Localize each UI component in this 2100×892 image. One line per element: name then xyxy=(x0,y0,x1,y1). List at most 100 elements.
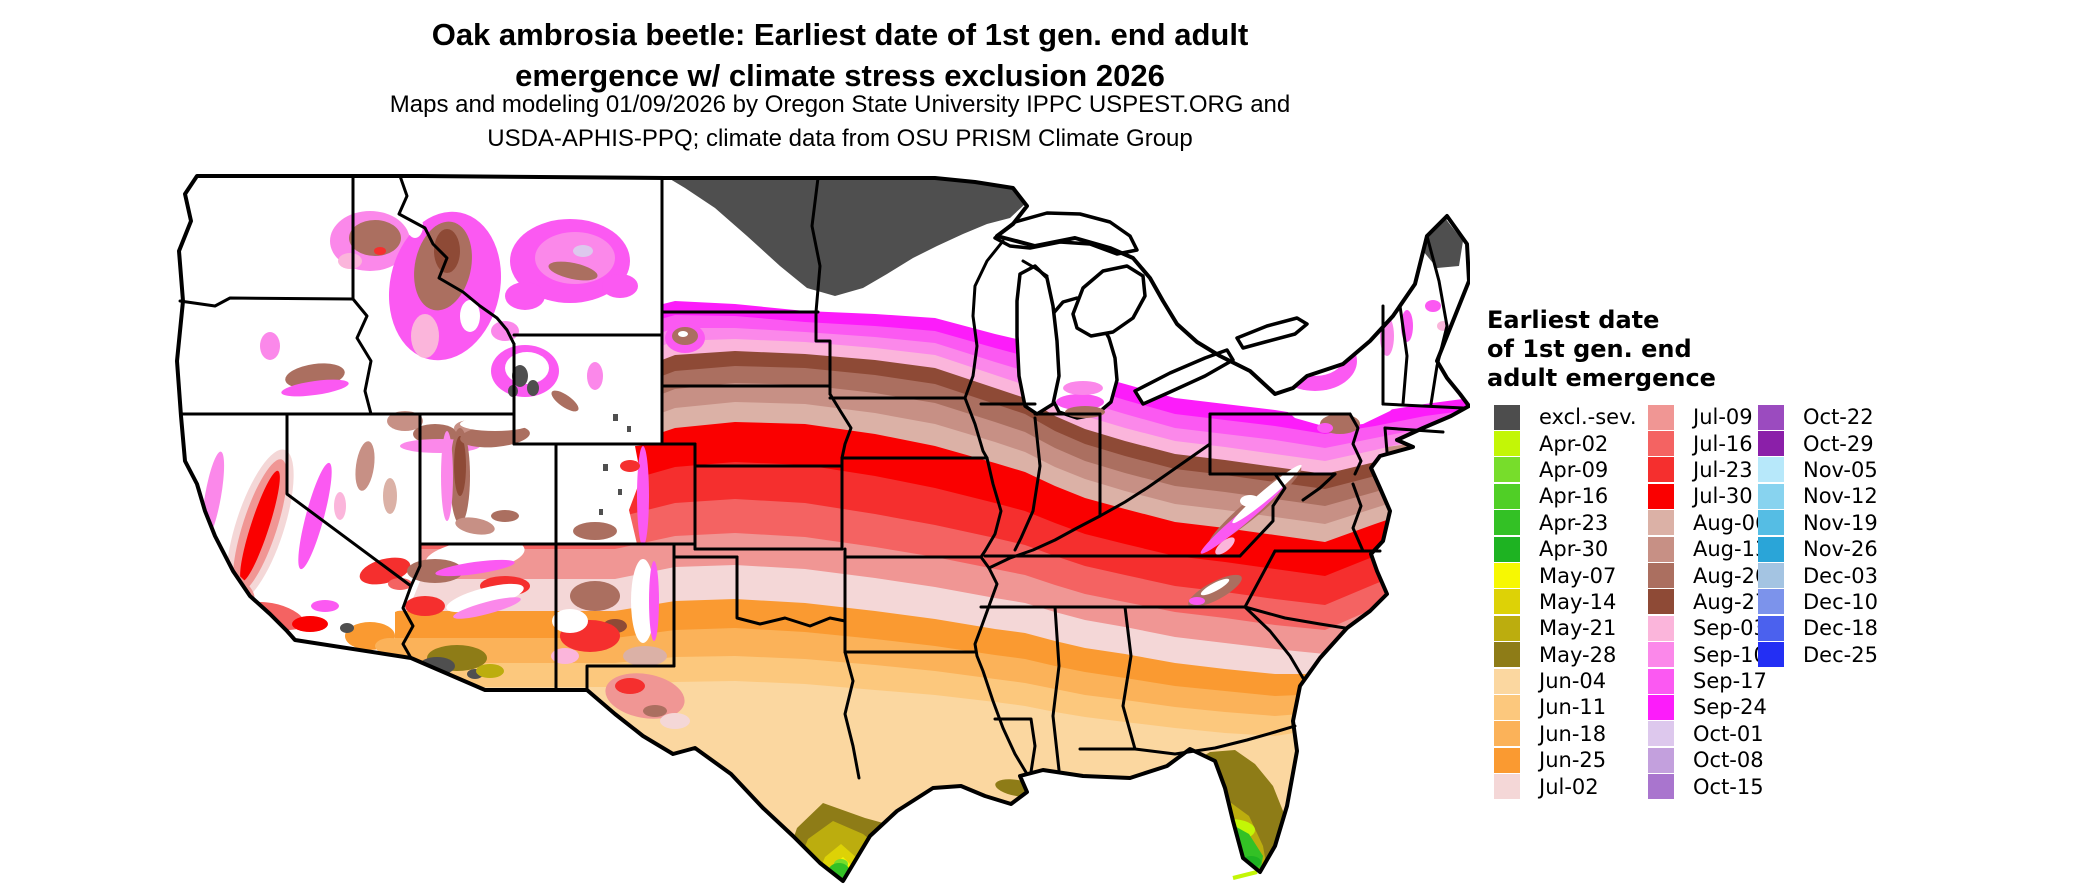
legend-color-swatch xyxy=(1758,483,1784,509)
legend-entry-label: Sep-10 xyxy=(1693,642,1767,667)
legend-entry-label: Jul-30 xyxy=(1693,484,1753,509)
legend-column-1: excl.-sev. Apr-02 Apr-09 Apr-16 Apr-23 Apr-30… xyxy=(1494,404,1637,800)
subtitle-line-2: USDA-APHIS-PPQ; climate data from OSU PR… xyxy=(487,125,1193,152)
legend-entry: Sep-17 xyxy=(1648,668,1768,694)
legend-entry-label: Jun-25 xyxy=(1539,748,1607,773)
legend-color-swatch xyxy=(1494,668,1520,694)
legend-entry-label: Oct-22 xyxy=(1803,405,1874,430)
legend-entry: Apr-02 xyxy=(1494,430,1637,457)
legend-entry: Jun-25 xyxy=(1494,747,1637,773)
legend-entry: Jun-11 xyxy=(1494,694,1637,720)
legend-entry: Nov-05 xyxy=(1758,457,1878,483)
legend-title-line-3: adult emergence xyxy=(1487,364,1716,392)
legend-entry: Dec-25 xyxy=(1758,642,1878,668)
legend-entry: Aug-27 xyxy=(1648,589,1768,615)
legend-entry-label: Nov-26 xyxy=(1803,537,1878,562)
legend-color-swatch xyxy=(1758,642,1784,668)
legend-entry: Sep-24 xyxy=(1648,694,1768,720)
page-subtitle: Maps and modeling 01/09/2026 by Oregon S… xyxy=(0,88,1680,156)
state-borders xyxy=(178,174,1465,780)
legend-color-swatch xyxy=(1494,642,1520,668)
legend-title: Earliest date of 1st gen. end adult emer… xyxy=(1487,306,2047,393)
legend-color-swatch xyxy=(1758,536,1784,562)
legend-entry-label: Jun-11 xyxy=(1539,695,1607,720)
legend-entry: Jun-18 xyxy=(1494,721,1637,747)
legend-entry: Sep-10 xyxy=(1648,642,1768,668)
legend-entry-label: Oct-01 xyxy=(1693,721,1764,746)
legend-color-swatch xyxy=(1758,510,1784,536)
legend-color-swatch xyxy=(1648,404,1674,430)
legend-entry: May-14 xyxy=(1494,589,1637,615)
legend-entry: Jul-02 xyxy=(1494,773,1637,800)
page-title: Oak ambrosia beetle: Earliest date of 1s… xyxy=(0,14,1680,96)
legend-entry: Aug-13 xyxy=(1648,536,1768,562)
legend-color-swatch xyxy=(1494,457,1520,483)
conus-choropleth xyxy=(175,174,1471,883)
legend-entry-label: Oct-29 xyxy=(1803,431,1874,456)
title-line-1: Oak ambrosia beetle: Earliest date of 1s… xyxy=(431,17,1249,52)
legend-entry-label: Oct-15 xyxy=(1693,774,1764,799)
legend-entry-label: Aug-20 xyxy=(1693,563,1769,588)
legend-entry: Sep-03 xyxy=(1648,615,1768,641)
legend-entry-label: Nov-19 xyxy=(1803,510,1878,535)
legend-color-swatch xyxy=(1494,431,1520,457)
legend-color-swatch xyxy=(1648,457,1674,483)
legend-entry: Oct-01 xyxy=(1648,721,1768,747)
legend-entry-label: Apr-16 xyxy=(1539,484,1609,509)
legend: Earliest date of 1st gen. end adult emer… xyxy=(1487,306,2047,800)
legend-entry-label: Jul-02 xyxy=(1539,774,1599,799)
legend-title-line-2: of 1st gen. end xyxy=(1487,335,1692,363)
legend-color-swatch xyxy=(1758,404,1784,430)
legend-entry-label: Dec-10 xyxy=(1803,589,1878,614)
legend-color-swatch xyxy=(1494,483,1520,509)
legend-color-swatch xyxy=(1494,563,1520,589)
legend-entry-label: Apr-23 xyxy=(1539,510,1609,535)
legend-color-swatch xyxy=(1648,615,1674,641)
legend-entry: excl.-sev. xyxy=(1494,404,1637,430)
title-line-2: emergence w/ climate stress exclusion 20… xyxy=(515,58,1165,93)
legend-color-swatch xyxy=(1648,721,1674,747)
legend-entry-label: Jun-04 xyxy=(1539,669,1607,694)
legend-entry-label: Jul-23 xyxy=(1693,457,1753,482)
legend-color-swatch xyxy=(1648,774,1674,800)
legend-entry-label: May-14 xyxy=(1539,589,1617,614)
legend-color-swatch xyxy=(1648,747,1674,773)
legend-entry: Apr-09 xyxy=(1494,457,1637,483)
us-map xyxy=(175,166,1471,892)
legend-color-swatch xyxy=(1758,457,1784,483)
legend-column-3: Oct-22 Oct-29 Nov-05 Nov-12 Nov-19 Nov-26 Dec-… xyxy=(1758,404,1878,668)
legend-entry-label: Jul-09 xyxy=(1693,405,1753,430)
legend-entry: Jul-09 xyxy=(1648,404,1768,430)
legend-entry: Jul-30 xyxy=(1648,483,1768,509)
legend-column-2: Jul-09 Jul-16 Jul-23 Jul-30 Aug-06 Aug-13 Aug-… xyxy=(1648,404,1768,800)
legend-entry: Nov-12 xyxy=(1758,483,1878,509)
legend-entry: May-07 xyxy=(1494,562,1637,589)
legend-entry-label: Apr-02 xyxy=(1539,431,1609,456)
legend-entry: Aug-06 xyxy=(1648,510,1768,536)
legend-entry-label: Nov-05 xyxy=(1803,457,1878,482)
legend-entry: Dec-10 xyxy=(1758,589,1878,615)
legend-entry: Jul-23 xyxy=(1648,457,1768,483)
legend-entry-label: Jun-18 xyxy=(1539,721,1607,746)
legend-color-swatch xyxy=(1648,668,1674,694)
legend-entry-label: Dec-18 xyxy=(1803,616,1878,641)
legend-entry: Dec-03 xyxy=(1758,562,1878,589)
legend-entry: Dec-18 xyxy=(1758,615,1878,641)
legend-color-swatch xyxy=(1494,721,1520,747)
legend-entry-label: Oct-08 xyxy=(1693,748,1764,773)
legend-color-swatch xyxy=(1494,694,1520,720)
legend-color-swatch xyxy=(1494,510,1520,536)
legend-entry-label: Sep-24 xyxy=(1693,695,1767,720)
legend-entry: Apr-16 xyxy=(1494,483,1637,509)
legend-entry: Nov-26 xyxy=(1758,536,1878,562)
legend-color-swatch xyxy=(1758,615,1784,641)
legend-entry: Aug-20 xyxy=(1648,562,1769,589)
legend-color-swatch xyxy=(1648,431,1674,457)
legend-color-swatch xyxy=(1494,536,1520,562)
legend-color-swatch xyxy=(1648,483,1674,509)
legend-entry-label: May-21 xyxy=(1539,616,1617,641)
legend-entry-label: Jul-16 xyxy=(1693,431,1753,456)
legend-entry: Oct-29 xyxy=(1758,430,1878,457)
legend-entry-label: Apr-30 xyxy=(1539,537,1609,562)
legend-entry-label: Nov-12 xyxy=(1803,484,1878,509)
